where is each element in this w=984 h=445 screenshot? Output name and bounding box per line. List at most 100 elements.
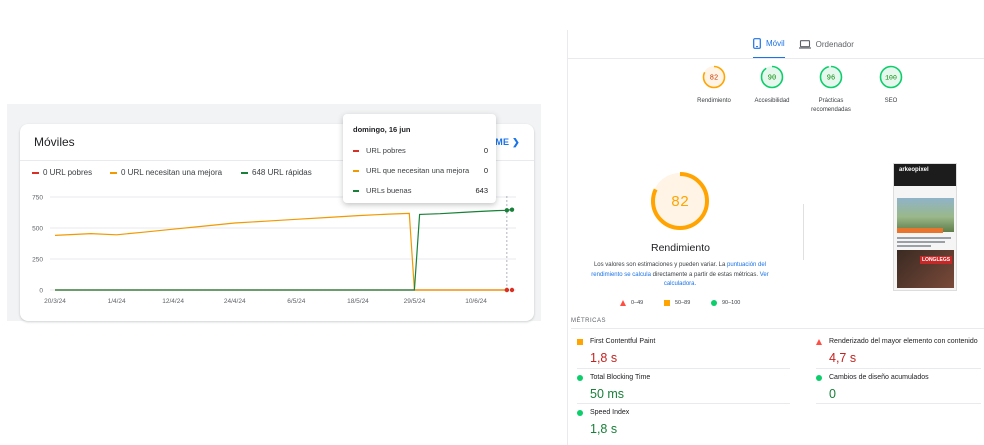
mobile-icon <box>753 38 761 49</box>
tooltip-swatch <box>353 169 359 172</box>
calculator-link[interactable]: Ver calculadora. <box>663 271 769 288</box>
hover-point <box>504 287 510 293</box>
y-tick-label: 500 <box>32 226 43 233</box>
svg-text:82: 82 <box>710 75 718 83</box>
x-tick-label: 1/4/24 <box>108 298 126 305</box>
gauge-ring: 100 <box>879 65 903 89</box>
legend-swatch <box>241 171 248 174</box>
article-text <box>897 245 931 247</box>
x-tick-label: 6/5/24 <box>287 298 305 305</box>
divider <box>571 328 984 329</box>
tooltip-swatch <box>353 189 359 192</box>
device-tabs: Móvil Ordenador <box>753 38 868 59</box>
metric-value: 1,8 s <box>590 422 618 436</box>
scale-good: 90–100 <box>711 300 740 306</box>
score-label: Prácticas recomendadas <box>811 98 851 113</box>
divider <box>577 368 790 369</box>
svg-text:82: 82 <box>671 194 689 211</box>
tooltip-value: 0 <box>483 146 488 155</box>
svg-text:96: 96 <box>827 75 835 83</box>
tabs-divider <box>567 58 984 59</box>
y-tick-label: 250 <box>32 257 43 264</box>
circle-icon <box>577 410 583 416</box>
legend-poor[interactable]: 0 URL pobres <box>32 168 92 177</box>
x-tick-label: 18/5/24 <box>347 298 369 305</box>
metric-name: Speed Index <box>590 409 630 416</box>
legend-label: 648 URL rápidas <box>252 168 312 177</box>
gauge-ring: 90 <box>760 65 784 89</box>
site-header <box>894 164 956 186</box>
scale-average: 50–89 <box>664 300 690 306</box>
series-line <box>54 212 507 291</box>
square-icon <box>577 339 583 345</box>
desktop-icon <box>798 40 811 49</box>
tab-label: Móvil <box>766 39 785 48</box>
article-text <box>897 237 951 239</box>
gauge-ring: 82 <box>702 65 726 89</box>
divider <box>803 204 804 260</box>
legend-good[interactable]: 648 URL rápidas <box>241 168 312 177</box>
tooltip-row-good: URLs buenas 643 <box>353 186 488 195</box>
svg-text:100: 100 <box>885 75 897 82</box>
metric-name: Cambios de diseño acumulados <box>829 374 929 381</box>
tooltip-row-poor: URL pobres 0 <box>353 146 488 155</box>
divider <box>577 403 790 404</box>
panel-divider <box>567 30 568 445</box>
score-seo[interactable]: 100 SEO <box>861 65 921 106</box>
svg-text:90: 90 <box>768 75 776 83</box>
metric-name: Renderizado del mayor elemento con conte… <box>829 338 978 345</box>
tooltip-swatch <box>353 149 359 152</box>
circle-icon <box>816 375 822 381</box>
circle-icon <box>577 375 583 381</box>
score-explanation: Los valores son estimaciones y pueden va… <box>590 261 770 290</box>
x-tick-label: 20/3/24 <box>44 298 66 305</box>
square-icon <box>664 300 670 306</box>
metric-name: Total Blocking Time <box>590 374 651 381</box>
explain-text: directamente a partir de estas métricas. <box>650 271 760 278</box>
performance-title: Rendimiento <box>651 242 710 254</box>
explain-text: Los valores son estimaciones y pueden va… <box>593 262 728 268</box>
scale-range: 90–100 <box>722 300 741 306</box>
legend-swatch <box>110 171 117 174</box>
legend-swatch <box>32 171 39 174</box>
article-badge: LONGLEGS <box>920 256 953 264</box>
score-label: Rendimiento <box>697 98 731 104</box>
metric-value: 1,8 s <box>590 351 618 365</box>
article-tag <box>897 228 943 233</box>
scale-range: 50–89 <box>675 300 691 306</box>
tooltip-value: 643 <box>475 186 488 195</box>
metrics-heading: MÉTRICAS <box>571 318 607 324</box>
metric-value: 50 ms <box>590 387 625 401</box>
tooltip-label: URLs buenas <box>366 186 412 195</box>
score-accessibility[interactable]: 90 Accesibilidad <box>742 65 802 106</box>
legend-needs-improvement[interactable]: 0 URL necesitan una mejora <box>110 168 222 177</box>
y-tick-label: 750 <box>32 195 43 202</box>
circle-icon <box>711 300 717 306</box>
tooltip-value: 0 <box>483 166 488 175</box>
score-best-practices[interactable]: 96 Prácticas recomendadas <box>801 65 861 115</box>
card-title: Móviles <box>34 135 75 149</box>
y-tick-label: 0 <box>39 288 43 295</box>
hover-point <box>504 208 510 213</box>
tooltip-date: domingo, 16 jun <box>353 125 411 134</box>
metric-name: First Contentful Paint <box>590 338 656 345</box>
score-calc-link[interactable]: puntuación del rendimiento se calcula <box>591 262 767 278</box>
tab-desktop[interactable]: Ordenador <box>798 38 854 59</box>
divider <box>20 160 534 161</box>
chevron-right-icon: ❯ <box>512 137 520 147</box>
x-tick-label: 24/4/24 <box>224 298 246 305</box>
x-tick-label: 29/5/24 <box>404 298 426 305</box>
score-performance[interactable]: 82 Rendimiento <box>684 65 744 106</box>
tab-mobile[interactable]: Móvil <box>753 38 785 59</box>
site-logo: arkeopixel <box>899 167 929 173</box>
tab-label: Ordenador <box>815 40 854 49</box>
scale-range: 0–49 <box>631 300 644 306</box>
divider <box>816 368 981 369</box>
divider <box>816 403 981 404</box>
triangle-icon <box>816 339 822 345</box>
data-point <box>509 287 515 293</box>
x-tick-label: 10/6/24 <box>465 298 487 305</box>
chart-tooltip: domingo, 16 jun URL pobres 0 URL que nec… <box>343 114 496 203</box>
